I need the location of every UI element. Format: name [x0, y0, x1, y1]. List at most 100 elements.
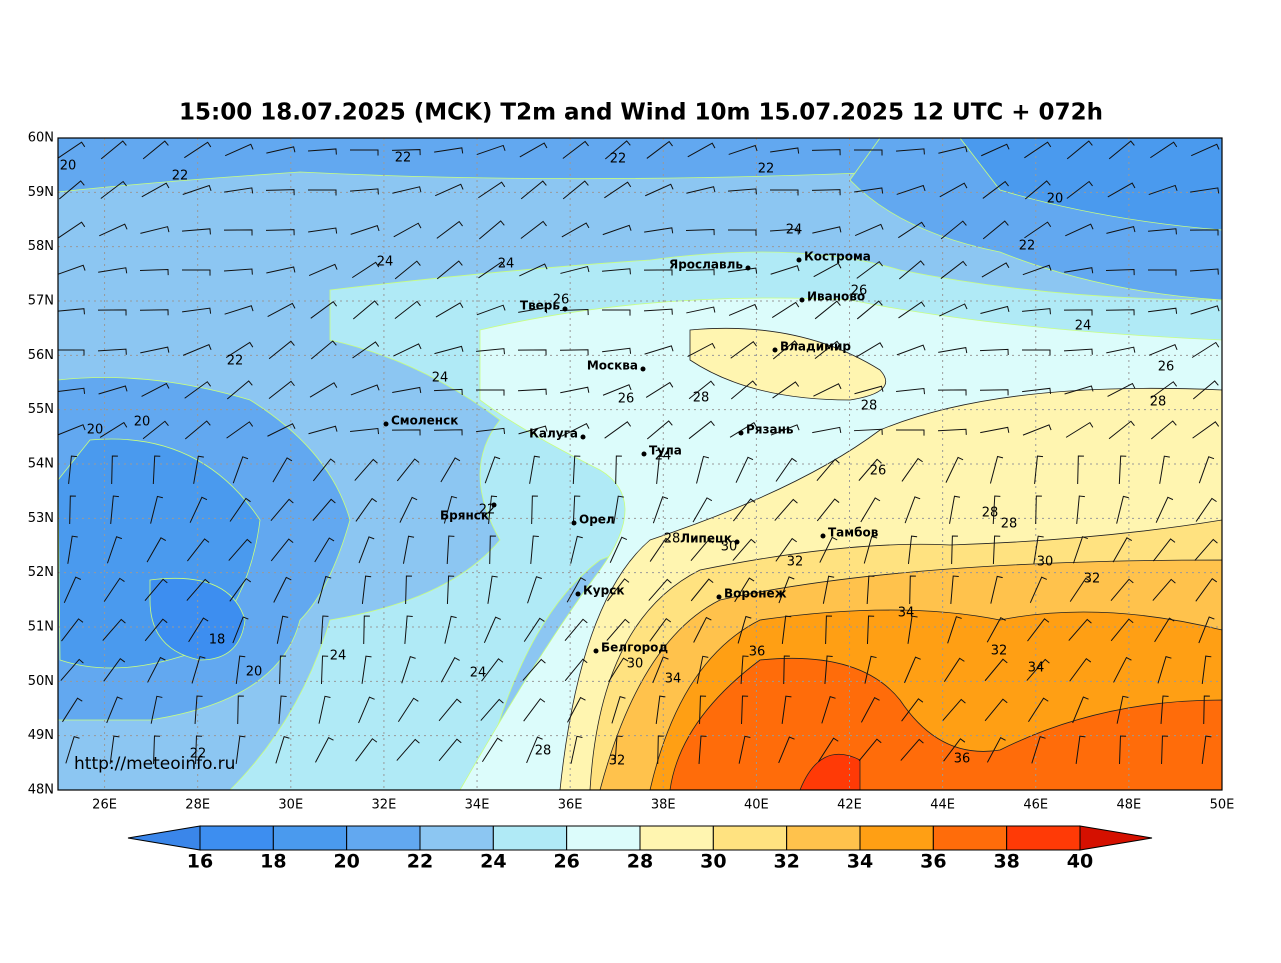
wind-barb [907, 535, 918, 564]
wind-barb [770, 147, 800, 154]
wind-barb [438, 738, 462, 762]
contour-label: 32 [991, 644, 1008, 659]
wind-barb [361, 575, 372, 604]
wind-barb [559, 349, 589, 356]
wind-barb [58, 349, 85, 356]
wind-barb [781, 615, 792, 644]
wind-barb [434, 345, 464, 355]
wind-barb [940, 260, 967, 279]
temperature-area [669, 657, 1222, 790]
wind-barb [559, 308, 589, 316]
wind-barb [686, 186, 716, 194]
colorbar-label: 32 [773, 851, 799, 873]
contour-label: 32 [1084, 572, 1101, 587]
wind-barb [184, 381, 212, 399]
wind-barb [980, 426, 1010, 434]
wind-barb [476, 427, 506, 435]
wind-barb [146, 537, 167, 563]
wind-barb [1192, 421, 1220, 439]
contour-label: 34 [898, 606, 915, 621]
wind-barb [109, 735, 120, 764]
wind-barb [614, 735, 623, 764]
wind-barb [111, 455, 118, 485]
wind-barb [814, 340, 841, 360]
contour-label: 24 [1075, 319, 1092, 334]
city-label: Воронеж [724, 587, 787, 601]
city-label: Москва [587, 359, 638, 373]
lat-label: 50N [28, 674, 54, 689]
contour-label: 24 [377, 255, 394, 270]
wind-barb [1065, 421, 1094, 438]
wind-barb [267, 302, 296, 318]
wind-barb [58, 264, 86, 275]
wind-barb [361, 655, 372, 684]
wind-barb [226, 380, 253, 400]
colorbar-arrow [1079, 825, 1153, 851]
wind-barb [648, 578, 672, 601]
colorbar-label: 34 [847, 851, 873, 873]
wind-barb [61, 618, 84, 642]
wind-barb [1153, 538, 1176, 562]
wind-barb [1148, 344, 1178, 356]
wind-barb [984, 698, 1008, 722]
wind-barb [99, 223, 128, 237]
wind-barb [139, 268, 169, 276]
wind-barb [686, 306, 716, 314]
wind-barb [854, 187, 884, 194]
wind-barb [822, 575, 835, 604]
wind-barb [950, 575, 959, 604]
contour-label: 24 [655, 449, 672, 464]
wind-barb [523, 617, 545, 642]
colorbar-label: 18 [260, 851, 286, 873]
wind-barb [182, 343, 212, 356]
wind-barb [645, 183, 674, 197]
wind-barb [480, 698, 504, 721]
wind-barb [147, 656, 166, 683]
wind-barb [1192, 380, 1219, 400]
wind-barb [396, 458, 420, 482]
wind-barb [405, 575, 413, 605]
wind-barb [698, 735, 707, 765]
city-dot [580, 434, 586, 440]
colorbar-label: 20 [333, 851, 359, 873]
wind-barb [816, 498, 840, 522]
wind-barb [778, 736, 795, 764]
wind-barb [1198, 456, 1215, 484]
lon-label: 28E [185, 798, 210, 813]
wind-barb [309, 382, 338, 398]
wind-barb [816, 458, 840, 481]
wind-barb [737, 615, 752, 644]
wind-barb [943, 657, 965, 682]
contour-label: 34 [1028, 661, 1045, 676]
wind-barb [947, 616, 962, 644]
wind-barb [1147, 269, 1177, 276]
city-label: Липецк [680, 532, 732, 546]
city-label: Рязань [746, 423, 794, 437]
wind-barb [265, 189, 295, 196]
wind-barb [937, 389, 967, 396]
wind-barb [727, 229, 757, 236]
wind-barb [687, 142, 716, 158]
wind-barb [354, 458, 378, 481]
wind-barb [308, 263, 338, 276]
wind-barb [611, 695, 626, 724]
wind-barb [224, 143, 254, 157]
wind-barb [901, 457, 923, 482]
wind-barb [488, 495, 498, 524]
wind-barb [781, 695, 792, 724]
wind-barb [943, 738, 966, 762]
colorbar-box [786, 825, 861, 851]
wind-barb [191, 655, 206, 684]
wind-barb [572, 455, 581, 485]
wind-barb [609, 536, 628, 563]
wind-barb [520, 220, 547, 239]
wind-barb [273, 576, 292, 603]
wind-barb [604, 181, 632, 199]
wind-barb [195, 735, 203, 765]
wind-barb [268, 380, 295, 400]
wind-barb [1107, 382, 1136, 397]
contour-label: 34 [665, 672, 682, 687]
wind-barb [142, 420, 169, 440]
wind-barb [561, 422, 590, 437]
wind-barb [396, 738, 420, 761]
